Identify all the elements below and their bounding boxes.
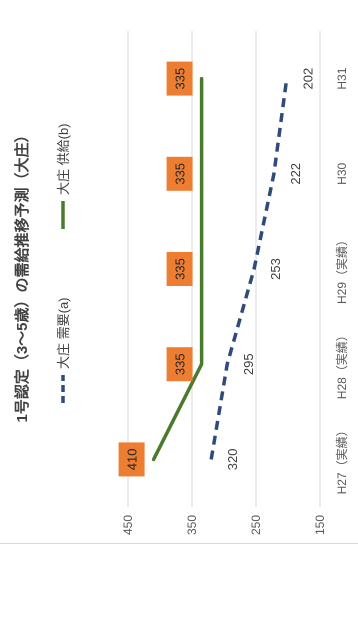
data-label: 410 [125, 449, 140, 471]
y-tick-label: 450 [121, 515, 135, 535]
data-label: 335 [173, 163, 188, 185]
data-label-box [166, 252, 193, 286]
x-tick-label: H29（実績） [334, 234, 349, 304]
y-tick-label: 350 [185, 515, 199, 535]
data-label-box [118, 442, 145, 477]
x-tick-label: H30 [335, 162, 349, 184]
legend-label: 大庄 需要(a) [56, 297, 71, 369]
divider [0, 543, 358, 544]
data-label-box [166, 61, 193, 96]
y-tick-label: 150 [313, 515, 327, 535]
legend: 大庄 需要(a) 大庄 供給(b) [56, 123, 71, 403]
x-tick-label: H27（実績） [334, 424, 349, 494]
x-tick-label: H31 [335, 67, 349, 89]
data-label: 320 [225, 449, 240, 471]
grid-lines [127, 31, 321, 507]
data-label: 335 [173, 353, 188, 375]
data-label: 335 [173, 258, 188, 280]
axis-labels: 150 250 350 450 H27（実績） H28（実績） H29（実績） H30 H31 [121, 67, 349, 535]
data-label: 295 [241, 353, 256, 375]
data-label: 253 [268, 258, 283, 280]
series-line [151, 76, 204, 462]
data-label: 222 [288, 163, 303, 185]
chart-title: 1号認定（3～5歳）の需給推移予測（大庄） [13, 127, 31, 422]
data-label: 335 [173, 68, 188, 90]
series-lines [151, 76, 289, 462]
series-line [209, 78, 289, 460]
y-tick-label: 250 [249, 515, 263, 535]
data-label-box [166, 156, 193, 191]
x-tick-label: H28（実績） [334, 329, 349, 399]
data-label: 202 [301, 68, 316, 90]
data-label-box [166, 347, 193, 382]
legend-label: 大庄 供給(b) [56, 123, 71, 195]
data-labels: 320 295 253 222 202 410 335 335 335 335 [118, 61, 316, 477]
